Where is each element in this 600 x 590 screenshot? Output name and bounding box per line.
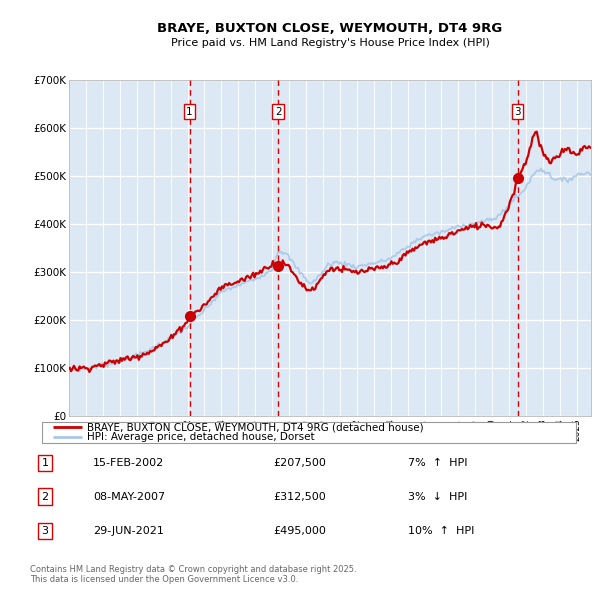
Text: 15-FEB-2002: 15-FEB-2002	[93, 458, 164, 468]
Text: 1: 1	[41, 458, 49, 468]
Text: 3: 3	[41, 526, 49, 536]
Text: 29-JUN-2021: 29-JUN-2021	[93, 526, 164, 536]
Text: 3: 3	[514, 107, 521, 117]
Text: £495,000: £495,000	[273, 526, 326, 536]
Text: Contains HM Land Registry data © Crown copyright and database right 2025.
This d: Contains HM Land Registry data © Crown c…	[30, 565, 356, 584]
Text: BRAYE, BUXTON CLOSE, WEYMOUTH, DT4 9RG: BRAYE, BUXTON CLOSE, WEYMOUTH, DT4 9RG	[157, 22, 503, 35]
FancyBboxPatch shape	[42, 422, 576, 442]
Text: 08-MAY-2007: 08-MAY-2007	[93, 492, 165, 502]
Text: 2: 2	[275, 107, 281, 117]
Text: £207,500: £207,500	[273, 458, 326, 468]
Text: BRAYE, BUXTON CLOSE, WEYMOUTH, DT4 9RG (detached house): BRAYE, BUXTON CLOSE, WEYMOUTH, DT4 9RG (…	[88, 422, 424, 432]
Text: Price paid vs. HM Land Registry's House Price Index (HPI): Price paid vs. HM Land Registry's House …	[170, 38, 490, 48]
Text: 1: 1	[186, 107, 193, 117]
Text: 7%  ↑  HPI: 7% ↑ HPI	[408, 458, 467, 468]
Text: 10%  ↑  HPI: 10% ↑ HPI	[408, 526, 475, 536]
Text: 2: 2	[41, 492, 49, 502]
Text: HPI: Average price, detached house, Dorset: HPI: Average price, detached house, Dors…	[88, 432, 315, 442]
Text: 3%  ↓  HPI: 3% ↓ HPI	[408, 492, 467, 502]
Text: £312,500: £312,500	[273, 492, 326, 502]
